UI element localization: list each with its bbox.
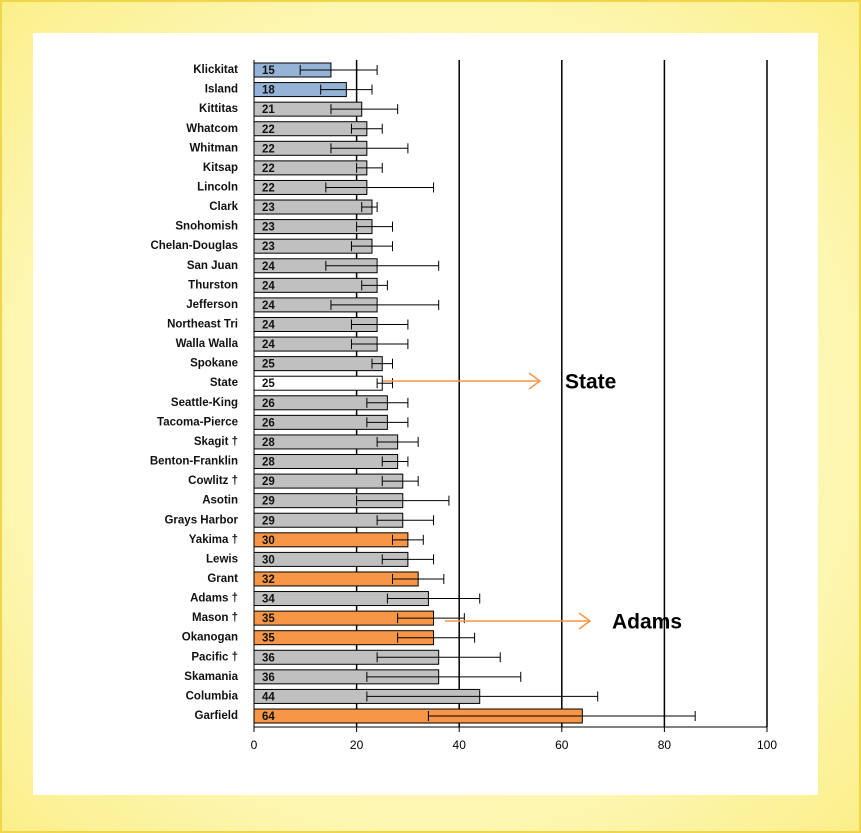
- category-label: Kitsap: [203, 162, 238, 174]
- data-label: 24: [262, 300, 275, 312]
- data-label: 26: [262, 398, 275, 410]
- panel: [33, 33, 818, 795]
- data-label: 23: [262, 241, 275, 253]
- category-label: Jefferson: [186, 299, 238, 311]
- category-label: Pacific †: [191, 651, 238, 663]
- category-label: Walla Walla: [176, 338, 239, 350]
- category-label: Columbia: [186, 690, 239, 702]
- x-tick-label: 0: [251, 738, 258, 752]
- category-label: Kittitas: [199, 103, 238, 115]
- category-label: Grays Harbor: [164, 514, 238, 526]
- category-label: Tacoma-Pierce: [157, 416, 238, 428]
- data-label: 34: [262, 594, 275, 606]
- category-label: Okanogan: [182, 632, 238, 644]
- data-label: 22: [262, 124, 275, 136]
- data-label: 22: [262, 143, 275, 155]
- data-label: 28: [262, 437, 275, 449]
- data-label: 30: [262, 535, 275, 547]
- category-label: Skamania: [184, 671, 238, 683]
- data-label: 35: [262, 633, 275, 645]
- category-label: Garfield: [195, 710, 238, 722]
- category-label: Klickitat: [193, 64, 238, 76]
- data-label: 36: [262, 672, 275, 684]
- data-label: 24: [262, 261, 275, 273]
- annotation: Adams: [612, 611, 682, 634]
- x-tick-label: 100: [757, 738, 777, 752]
- category-label: Northeast Tri: [167, 319, 238, 331]
- category-label: Skagit †: [194, 436, 238, 448]
- data-label: 26: [262, 417, 275, 429]
- annotation-arrowhead: [578, 612, 592, 630]
- category-label: Whitman: [189, 142, 238, 154]
- data-label: 23: [262, 202, 275, 214]
- data-label: 29: [262, 515, 275, 527]
- data-label: 28: [262, 457, 275, 469]
- data-label: 25: [262, 378, 275, 390]
- category-label: Thurston: [188, 279, 238, 291]
- category-label: Snohomish: [175, 221, 238, 233]
- x-tick-label: 60: [555, 738, 569, 752]
- data-label: 29: [262, 496, 275, 508]
- data-label: 29: [262, 476, 275, 488]
- category-label: Chelan-Douglas: [150, 240, 238, 252]
- category-label: Spokane: [190, 358, 238, 370]
- category-label: Island: [205, 84, 238, 96]
- category-label: San Juan: [187, 260, 238, 272]
- data-label: 22: [262, 163, 275, 175]
- category-label: Adams †: [190, 593, 238, 605]
- data-label: 24: [262, 320, 275, 332]
- data-label: 23: [262, 222, 275, 234]
- bar: [253, 434, 399, 450]
- x-tick-label: 20: [350, 738, 364, 752]
- data-label: 24: [262, 280, 275, 292]
- data-label: 18: [262, 85, 275, 97]
- annotation-arrowhead: [528, 372, 542, 390]
- category-label: Asotin: [202, 495, 238, 507]
- category-label: Benton-Franklin: [150, 456, 238, 468]
- category-label: Clark: [209, 201, 238, 213]
- data-label: 44: [262, 691, 275, 703]
- data-label: 36: [262, 652, 275, 664]
- category-label: Lewis: [206, 553, 238, 565]
- data-label: 21: [262, 104, 275, 116]
- data-label: 35: [262, 613, 275, 625]
- x-tick-label: 40: [453, 738, 467, 752]
- data-label: 32: [262, 574, 275, 586]
- data-label: 64: [262, 711, 275, 723]
- bar: [253, 473, 404, 489]
- category-label: Seattle-King: [171, 397, 238, 409]
- category-label: Cowlitz †: [188, 475, 238, 487]
- data-label: 30: [262, 554, 275, 566]
- category-label: Mason †: [192, 612, 238, 624]
- annotation: State: [565, 371, 616, 394]
- category-label: Whatcom: [186, 123, 238, 135]
- bar: [253, 532, 409, 548]
- data-label: 22: [262, 182, 275, 194]
- category-label: State: [210, 377, 238, 389]
- data-label: 24: [262, 339, 275, 351]
- bar: [253, 454, 399, 470]
- x-tick-label: 80: [658, 738, 672, 752]
- data-label: 15: [262, 65, 275, 77]
- data-label: 25: [262, 359, 275, 371]
- category-label: Grant: [207, 573, 238, 585]
- category-label: Lincoln: [197, 181, 238, 193]
- category-label: Yakima †: [189, 534, 238, 546]
